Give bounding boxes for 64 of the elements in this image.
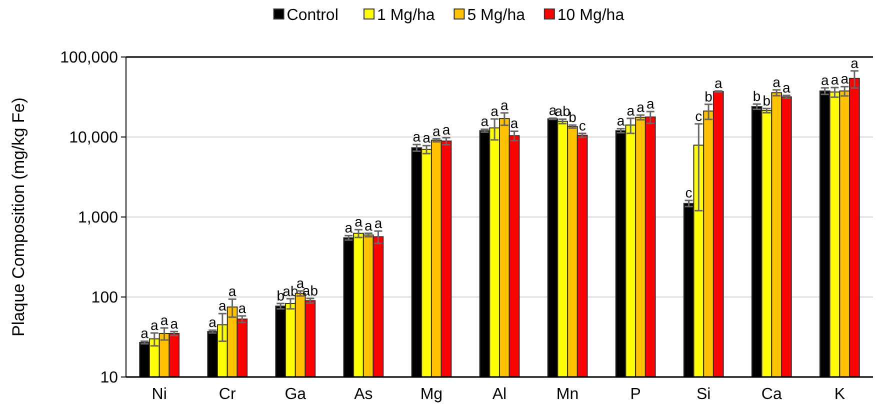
data-label: b (704, 88, 713, 104)
data-label: b (276, 287, 285, 304)
x-tick-label: Ca (761, 386, 782, 403)
data-label: a (442, 122, 450, 138)
data-label: a (500, 96, 509, 113)
data-label: a (344, 220, 353, 236)
data-label: a (140, 325, 149, 342)
x-tick-label: Al (492, 386, 507, 403)
data-label: a (160, 312, 168, 328)
data-label: c (578, 117, 586, 134)
data-label: a (432, 122, 440, 139)
data-label: a (850, 54, 859, 71)
y-tick-label: 100,000 (60, 50, 118, 67)
data-label: a (782, 79, 791, 96)
data-label: a (296, 274, 304, 291)
data-label: a (548, 102, 557, 118)
data-label: c (685, 184, 692, 200)
x-tick-label: As (354, 386, 373, 403)
x-tick-label: Mg (420, 386, 443, 403)
y-axis-title: Plaque Composition (mg/kg Fe) (9, 97, 28, 337)
x-tick-label: Ga (284, 386, 306, 403)
y-tick-label: 10 (100, 370, 118, 387)
y-tick-label: 100 (91, 290, 118, 307)
data-label: a (830, 72, 839, 88)
data-label: a (150, 316, 159, 333)
legend-label: 1 Mg/ha (377, 7, 435, 24)
data-label: a (170, 316, 178, 332)
data-label: a (364, 217, 372, 234)
data-label: a (646, 96, 654, 112)
data-label: a (626, 102, 635, 118)
data-label: a (510, 115, 518, 132)
data-label: a (228, 283, 236, 300)
data-label: a (616, 112, 625, 129)
data-label: a (772, 74, 781, 90)
data-label: a (208, 314, 217, 330)
x-tick-label: K (834, 386, 846, 403)
data-label: ab (554, 103, 571, 120)
data-label: b (762, 92, 771, 109)
data-label: b (752, 88, 761, 104)
legend-label: 5 Mg/ha (467, 7, 526, 24)
data-label: c (695, 108, 702, 124)
x-tick-label: P (630, 386, 641, 403)
data-label: a (714, 74, 722, 91)
data-label: a (374, 215, 382, 232)
data-label: a (490, 102, 499, 119)
data-label: ab (302, 282, 318, 298)
data-label: a (636, 99, 645, 116)
data-label: a (412, 128, 421, 145)
legend-label: Control (286, 7, 338, 24)
x-tick-label: Mn (556, 386, 579, 403)
data-label: a (238, 300, 246, 316)
y-tick-label: 10,000 (69, 130, 118, 147)
data-label: a (480, 113, 489, 130)
data-label: b (568, 109, 577, 126)
x-tick-label: Si (696, 386, 711, 403)
data-label: a (422, 130, 431, 146)
data-label: a (840, 70, 849, 87)
y-tick-label: 1,000 (78, 210, 118, 227)
data-label: a (820, 72, 829, 88)
legend-label: 10 Mg/ha (557, 7, 624, 24)
x-tick-label: Cr (218, 386, 236, 403)
x-tick-label: Ni (152, 386, 167, 403)
data-label: a (218, 298, 227, 314)
data-label: a (354, 214, 363, 230)
